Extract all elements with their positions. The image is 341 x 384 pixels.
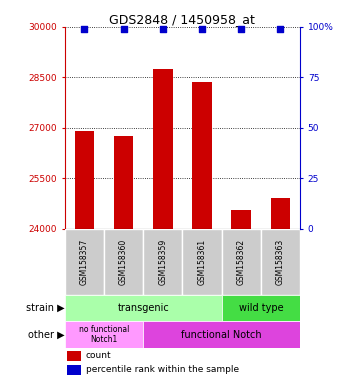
Text: other ▶: other ▶: [28, 330, 65, 340]
Bar: [65, 321, 143, 348]
Text: strain ▶: strain ▶: [26, 303, 65, 313]
Bar: [153, 69, 173, 229]
Point: [199, 26, 205, 32]
Bar: [222, 229, 261, 295]
Text: count: count: [86, 351, 112, 360]
Bar: [104, 229, 143, 295]
Text: wild type: wild type: [239, 303, 283, 313]
Bar: [65, 229, 104, 295]
Bar: [182, 229, 222, 295]
Text: GSM158361: GSM158361: [197, 239, 207, 285]
Bar: [75, 131, 94, 229]
Point: [278, 26, 283, 32]
Point: [121, 26, 126, 32]
Bar: [192, 83, 212, 229]
Title: GDS2848 / 1450958_at: GDS2848 / 1450958_at: [109, 13, 255, 26]
Text: transgenic: transgenic: [117, 303, 169, 313]
Bar: [143, 229, 182, 295]
Bar: [67, 365, 81, 375]
Bar: [143, 321, 300, 348]
Text: GSM158357: GSM158357: [80, 239, 89, 285]
Text: GSM158362: GSM158362: [237, 239, 246, 285]
Bar: [271, 199, 290, 229]
Text: percentile rank within the sample: percentile rank within the sample: [86, 366, 239, 374]
Text: functional Notch: functional Notch: [181, 330, 262, 340]
Point: [82, 26, 87, 32]
Text: GSM158359: GSM158359: [158, 239, 167, 285]
Bar: [222, 295, 300, 321]
Point: [238, 26, 244, 32]
Text: GSM158363: GSM158363: [276, 239, 285, 285]
Text: GSM158360: GSM158360: [119, 239, 128, 285]
Bar: [65, 295, 222, 321]
Point: [160, 26, 166, 32]
Text: no functional
Notch1: no functional Notch1: [79, 325, 129, 344]
Bar: [67, 351, 81, 361]
Bar: [232, 210, 251, 229]
Bar: [261, 229, 300, 295]
Bar: [114, 136, 133, 229]
